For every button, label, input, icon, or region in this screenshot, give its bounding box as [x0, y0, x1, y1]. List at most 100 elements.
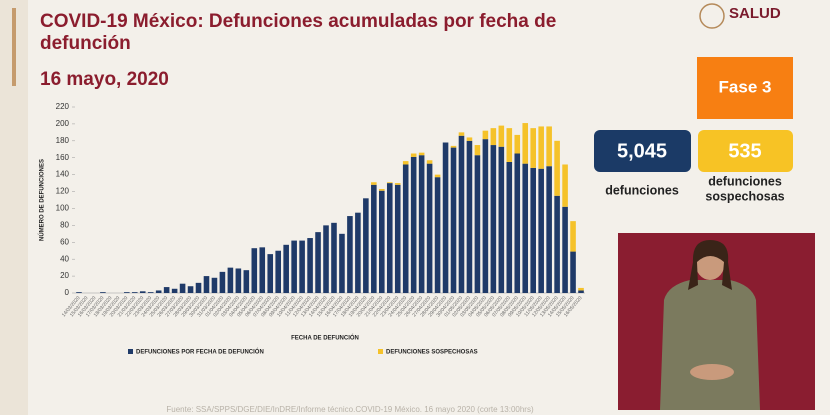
bar: [386, 182, 393, 184]
bar: [546, 166, 552, 293]
bar: [402, 161, 409, 165]
bar: [426, 163, 433, 293]
legend-swatch: [128, 349, 133, 354]
bar: [259, 247, 266, 293]
bar: [410, 156, 417, 293]
y-tick-label: 40: [60, 254, 69, 263]
bar: [466, 140, 473, 293]
bar: [554, 140, 560, 196]
y-tick-label: 0: [65, 288, 70, 297]
y-axis-label: NÚMERO DE DEFUNCIONES: [39, 159, 46, 241]
bar: [76, 292, 82, 293]
y-tick-label: 220: [56, 102, 70, 111]
bar: [562, 206, 568, 293]
bar: [466, 137, 473, 141]
bar: [235, 268, 242, 293]
bar: [386, 183, 393, 293]
bar: [131, 292, 138, 293]
bar: [490, 128, 497, 146]
bar: [147, 292, 154, 293]
legend-label: DEFUNCIONES POR FECHA DE DEFUNCIÓN: [136, 348, 264, 356]
bar: [458, 132, 465, 136]
bar: [530, 128, 536, 168]
bar: [124, 292, 130, 293]
interpreter-hair: [688, 240, 732, 290]
bar: [371, 184, 377, 293]
phase: Fase 3: [719, 77, 772, 96]
title: COVID-19 México: Defunciones acumuladas …: [40, 11, 556, 32]
y-tick-label: 160: [56, 153, 70, 162]
bar: [498, 146, 505, 293]
y-tick-label: 200: [56, 119, 70, 128]
bar: [506, 128, 513, 162]
bar: [458, 135, 465, 293]
interpreter-hands: [690, 364, 734, 380]
title: defunción: [40, 33, 131, 54]
bar: [426, 160, 433, 164]
interpreter-body: [660, 280, 760, 410]
bar: [243, 270, 250, 293]
bar: [450, 147, 457, 293]
bar: [554, 195, 560, 293]
bar: [546, 126, 552, 167]
y-tick-label: 80: [60, 220, 69, 229]
bar: [339, 233, 345, 293]
plot: 02040608010012014016018020022014/03/2020…: [56, 102, 585, 356]
phase-box: [697, 57, 793, 119]
bar: [394, 183, 401, 185]
bar: [203, 276, 210, 293]
y-tick-label: 120: [56, 187, 70, 196]
bar: [530, 167, 536, 293]
bar: [363, 198, 369, 293]
bar: [394, 184, 401, 293]
bar: [522, 163, 529, 293]
bar: [331, 222, 337, 293]
bar: [291, 240, 297, 293]
suspected-label: sospechosas: [705, 189, 784, 203]
bar: [179, 283, 186, 293]
bar: [482, 139, 489, 293]
bar: [570, 221, 576, 252]
bar: [299, 240, 305, 293]
bar: [187, 286, 194, 293]
bar: [275, 250, 281, 293]
y-tick-label: 100: [56, 204, 70, 213]
bar: [490, 145, 497, 293]
y-tick-label: 140: [56, 170, 70, 179]
bar: [211, 277, 218, 293]
logo: SALUD: [729, 5, 781, 22]
bar: [514, 153, 521, 293]
bar: [538, 168, 544, 293]
y-tick-label: 180: [56, 136, 70, 145]
bar: [418, 155, 425, 293]
bar: [155, 290, 162, 293]
bar: [227, 267, 234, 293]
bar: [410, 153, 417, 157]
bar: [482, 130, 489, 140]
bar: [442, 142, 449, 293]
bar: [315, 232, 321, 293]
date: 16 mayo, 2020: [40, 69, 169, 90]
suspected-label: defunciones: [708, 174, 782, 188]
x-axis-label: FECHA DE DEFUNCIÓN: [291, 334, 359, 342]
bar: [355, 212, 361, 293]
bar: [347, 216, 353, 293]
bar: [474, 145, 481, 156]
accent-bar: [12, 8, 16, 86]
bar: [267, 254, 274, 293]
bar: [578, 290, 584, 293]
bar: [219, 271, 226, 293]
y-tick-label: 60: [60, 237, 69, 246]
bar: [283, 244, 289, 293]
logo-emblem: [699, 3, 725, 29]
bar: [251, 248, 258, 293]
deaths-label: defunciones: [605, 183, 679, 197]
source: Fuente: SSA/SPPS/DGE/DIE/InDRE/Informe t…: [166, 405, 534, 414]
bar: [434, 174, 441, 178]
bar: [402, 164, 409, 293]
y-tick-label: 20: [60, 271, 69, 280]
suspected: 535: [728, 140, 761, 162]
bar: [100, 292, 106, 293]
bar: [139, 291, 146, 293]
